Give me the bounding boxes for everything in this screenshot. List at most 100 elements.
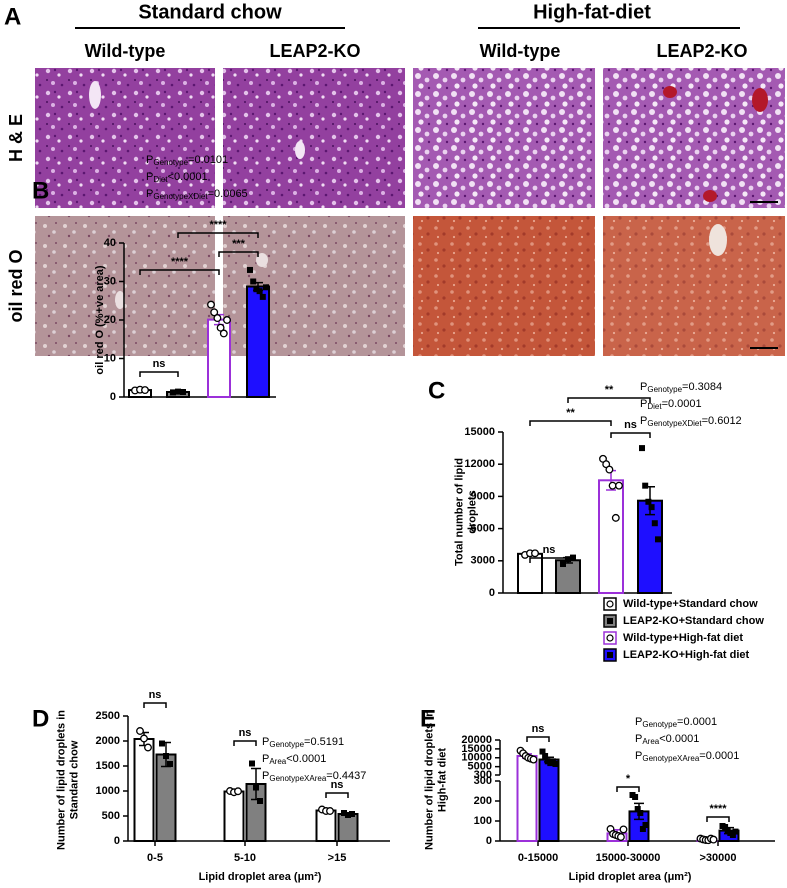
stat-subscript: Genotype <box>269 740 304 749</box>
data-point <box>651 520 658 527</box>
y-tick-label: 10000 <box>461 752 492 764</box>
micrograph <box>603 216 785 356</box>
significance-bracket <box>143 702 167 708</box>
data-point <box>210 308 219 317</box>
stat-text: PDiet=0.0001 <box>640 398 702 411</box>
y-tick-label: 300 <box>474 775 492 787</box>
y-axis-label: High-fat diet <box>436 748 448 812</box>
data-point <box>642 822 649 828</box>
y-tick-label: 9000 <box>471 490 495 502</box>
significance-bracket <box>610 432 651 438</box>
group-title: High-fat-diet <box>533 1 651 23</box>
stat-p: P <box>635 750 642 762</box>
x-tick-label: 5-10 <box>234 852 256 864</box>
stat-subscript: Genotype <box>642 720 677 729</box>
legend-label: Wild-type+High-fat diet <box>623 632 743 644</box>
vessel <box>115 291 125 309</box>
data-point <box>326 807 334 815</box>
y-axis-label: droplets <box>466 490 478 533</box>
data-point <box>253 784 259 791</box>
data-point <box>223 316 231 324</box>
significance-bracket <box>706 816 730 822</box>
data-point <box>637 810 644 816</box>
significance-bracket <box>526 736 550 742</box>
data-point <box>163 753 169 759</box>
significance-label: ns <box>149 689 162 701</box>
data-point <box>639 826 646 832</box>
vessel <box>663 86 677 98</box>
significance-label: ns <box>543 544 556 556</box>
y-tick-label: 0 <box>489 587 495 599</box>
stat-subscript: Genotype <box>647 385 682 394</box>
stat-text: PArea<0.0001 <box>635 733 699 746</box>
significance-bracket <box>218 251 259 257</box>
y-tick-label: 5000 <box>468 761 492 773</box>
y-tick-label: 15000 <box>461 743 492 755</box>
stat-text: PGenotype=0.5191 <box>262 736 344 749</box>
y-tick-label: 15000 <box>464 426 495 438</box>
stat-value: =0.0001 <box>677 716 717 728</box>
significance-bracket <box>529 557 569 563</box>
vessel <box>89 81 101 109</box>
stat-subscript: GenotypeXDiet <box>153 192 208 201</box>
y-axis-label: oil red O (%+ve area) <box>94 265 106 374</box>
significance-bracket <box>529 420 612 426</box>
significance-label: ** <box>605 384 614 396</box>
y-tick-label: 0 <box>110 391 116 403</box>
bar <box>246 285 270 399</box>
x-axis-label: Lipid droplet area (μm²) <box>569 871 692 883</box>
y-tick-label: 1000 <box>96 785 120 797</box>
data-point <box>608 481 617 490</box>
data-point <box>709 835 718 844</box>
data-point <box>253 286 260 293</box>
significance-label: * <box>626 773 631 785</box>
micrographs <box>35 68 785 356</box>
significance-bracket <box>139 371 179 377</box>
bar <box>538 758 560 843</box>
data-point <box>170 389 176 396</box>
column-title: LEAP2-KO <box>656 41 747 61</box>
stat-p: P <box>146 188 153 200</box>
data-point <box>619 825 628 834</box>
x-tick-label: 0-5 <box>147 852 163 864</box>
data-point <box>257 798 263 804</box>
panel-letter: A <box>4 3 21 30</box>
data-point <box>616 833 625 841</box>
legend-label: LEAP2-KO+Standard chow <box>623 615 764 627</box>
legend-marker <box>607 652 613 658</box>
significance-bracket <box>567 397 651 403</box>
bar <box>315 809 337 842</box>
y-tick-label: 12000 <box>464 458 495 470</box>
y-tick-label: 100 <box>474 815 492 827</box>
column-title: Wild-type <box>85 41 166 61</box>
x-tick-label: >15 <box>328 852 347 864</box>
y-axis-label: Number of lipid droplets in <box>423 710 435 850</box>
stat-p: P <box>146 154 153 166</box>
legend-marker <box>606 634 614 642</box>
data-point <box>159 740 165 747</box>
stat-p: P <box>635 733 642 745</box>
vessel <box>752 88 768 112</box>
stat-p: P <box>262 770 269 782</box>
y-axis-label: Standard chow <box>68 740 80 819</box>
vessel <box>295 141 305 159</box>
stat-text: PGenotypeXDiet=0.0065 <box>146 188 248 201</box>
panel-letter: D <box>32 705 49 732</box>
y-tick-label: 2500 <box>96 710 120 722</box>
data-point <box>263 284 269 291</box>
stat-value: =0.0065 <box>208 188 248 200</box>
data-point <box>247 266 253 273</box>
stat-p: P <box>640 381 647 393</box>
legend-label: Wild-type+Standard chow <box>623 598 758 610</box>
significance-bracket <box>325 792 349 798</box>
stat-text: PGenotype=0.0001 <box>635 716 717 729</box>
stat-subscript: Diet <box>647 402 662 411</box>
vessel <box>709 224 727 256</box>
x-tick-label: >30000 <box>699 852 736 864</box>
y-tick-label: 30 <box>104 275 116 287</box>
row-title: oil red O <box>6 249 26 322</box>
y-tick-label: 200 <box>474 795 492 807</box>
y-tick-label: 20000 <box>461 734 492 746</box>
stat-subscript: Genotype <box>153 158 188 167</box>
